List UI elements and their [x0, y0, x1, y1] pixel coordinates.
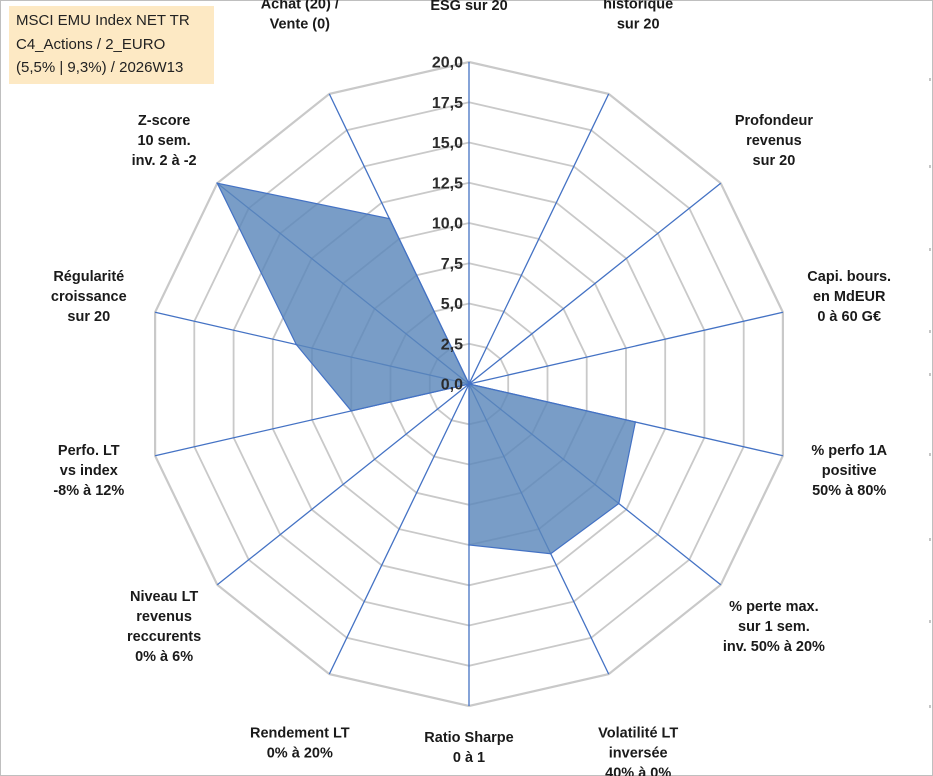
axis-spoke-3 — [468, 311, 784, 385]
title-line-category: C4_Actions / 2_EURO — [16, 35, 166, 53]
title-line-period: (5,5% | 9,3%) / 2026W13 — [16, 59, 184, 76]
axis-label-line: 0% à 20% — [267, 745, 333, 761]
axis-label-6: Volatilité LT inversée 40% à 0% — [598, 725, 678, 776]
chart-title-box: MSCI EMU Index NET TR C4_Actions / 2_EUR… — [9, 6, 214, 84]
axis-label-line: Perfo. LT — [58, 443, 120, 459]
edge-tick-mark — [929, 453, 931, 456]
axis-spoke-9 — [216, 383, 470, 586]
axis-label-line: 10 sem. — [137, 133, 190, 149]
radial-tick-label: 20,0 — [432, 55, 463, 72]
edge-tick-mark — [929, 705, 931, 708]
axis-label-line: 50% à 80% — [812, 483, 886, 499]
data-point-10 — [350, 410, 353, 412]
axis-label-1: Profondeurhistoriquesur 20 — [599, 0, 677, 33]
axis-label-line: sur 20 — [753, 153, 796, 169]
edge-tick-mark — [929, 78, 931, 81]
axis-label-8: Rendement LT 0% à 20% — [250, 725, 350, 761]
radial-tick-label: 5,0 — [441, 296, 463, 313]
axis-label-7: Ratio Sharpe 0 à 1 — [424, 730, 513, 766]
axis-label-line: revenus — [136, 609, 192, 625]
axis-label-line: sur 20 — [617, 17, 660, 33]
axis-label-line: 40% à 0% — [605, 765, 671, 776]
edge-tick-mark — [929, 620, 931, 623]
axis-label-line: sur 20 — [67, 309, 110, 325]
axis-label-2: Profondeur revenus sur 20 — [735, 113, 813, 169]
edge-tick-mark — [929, 248, 931, 251]
axis-label-4: % perfo 1A positive 50% à 80% — [811, 443, 887, 499]
axis-label-line: inv. 50% à 20% — [723, 639, 825, 655]
axis-label-line: revenus — [746, 133, 802, 149]
axis-label-line: 0 à 1 — [453, 750, 485, 766]
axis-label-13: MomentumAchat (20) /Vente (0) — [261, 0, 339, 33]
edge-tick-mark — [929, 165, 931, 168]
axis-spoke-8 — [328, 383, 470, 675]
axis-label-line: Capi. bours. — [807, 269, 891, 285]
axis-label-line: Régularité — [53, 269, 124, 285]
radial-tick-label: 12,5 — [432, 175, 463, 192]
axis-label-10: Perfo. LT vs index -8% à 12% — [53, 443, 124, 499]
axis-label-line: historique — [603, 0, 673, 13]
axis-label-5: % perte max. sur 1 sem. inv. 50% à 20% — [723, 599, 825, 655]
data-point-7 — [468, 544, 470, 546]
axis-spoke-1 — [468, 93, 610, 385]
radial-tick-label: 0,0 — [441, 377, 463, 394]
axis-label-line: Ratio Sharpe — [424, 730, 513, 746]
radial-tick-label: 7,5 — [441, 256, 463, 273]
radial-tick-label: 15,0 — [432, 135, 463, 152]
axis-label-line: ESG sur 20 — [430, 0, 507, 14]
axis-label-line: croissance — [51, 289, 127, 305]
axis-label-9: Niveau LT revenus reccurents 0% à 6% — [127, 589, 201, 665]
axis-label-12: Z-score 10 sem. inv. 2 à -2 — [132, 113, 197, 169]
axis-label-line: -8% à 12% — [53, 483, 124, 499]
radial-tick-label: 17,5 — [432, 95, 463, 112]
data-point-12 — [216, 182, 219, 184]
axis-label-line: Rendement LT — [250, 725, 350, 741]
axis-label-line: vs index — [60, 463, 118, 479]
axis-label-line: Volatilité LT — [598, 725, 678, 741]
axis-label-line: positive — [822, 463, 877, 479]
data-point-5 — [618, 502, 620, 505]
axis-label-line: Achat (20) / — [261, 0, 339, 13]
axis-label-line: Z-score — [138, 113, 190, 129]
data-series-area — [216, 182, 637, 555]
axis-label-line: Profondeur — [735, 113, 813, 129]
axis-label-line: en MdEUR — [813, 289, 886, 305]
title-line-index: MSCI EMU Index NET TR — [16, 12, 190, 29]
axis-label-line: 0% à 6% — [135, 649, 193, 665]
radial-tick-label: 10,0 — [432, 216, 463, 233]
axis-label-11: Régularité croissance sur 20 — [51, 269, 127, 325]
axis-label-line: % perte max. — [729, 599, 818, 615]
data-point-4 — [634, 421, 637, 423]
window-edge-ticks — [929, 0, 931, 776]
axis-label-line: reccurents — [127, 629, 201, 645]
edge-tick-mark — [929, 330, 931, 333]
axis-spoke-2 — [468, 182, 722, 385]
edge-tick-mark — [929, 538, 931, 541]
axis-label-line: inv. 2 à -2 — [132, 153, 197, 169]
axis-label-0: NoteESG sur 20 — [430, 0, 507, 14]
axis-label-line: Niveau LT — [130, 589, 198, 605]
data-point-9 — [468, 383, 470, 385]
axis-label-line: 0 à 60 G€ — [817, 309, 881, 325]
axis-label-line: Vente (0) — [270, 17, 331, 33]
axis-label-3: Capi. bours. en MdEUR 0 à 60 G€ — [807, 269, 891, 325]
axis-label-line: inversée — [609, 745, 668, 761]
data-point-11 — [295, 343, 298, 346]
radial-tick-label: 2,5 — [441, 336, 463, 353]
edge-tick-mark — [929, 373, 931, 376]
data-point-13 — [388, 217, 391, 220]
axis-label-line: % perfo 1A — [811, 443, 887, 459]
data-point-6 — [549, 552, 552, 555]
axis-label-line: sur 1 sem. — [738, 619, 810, 635]
